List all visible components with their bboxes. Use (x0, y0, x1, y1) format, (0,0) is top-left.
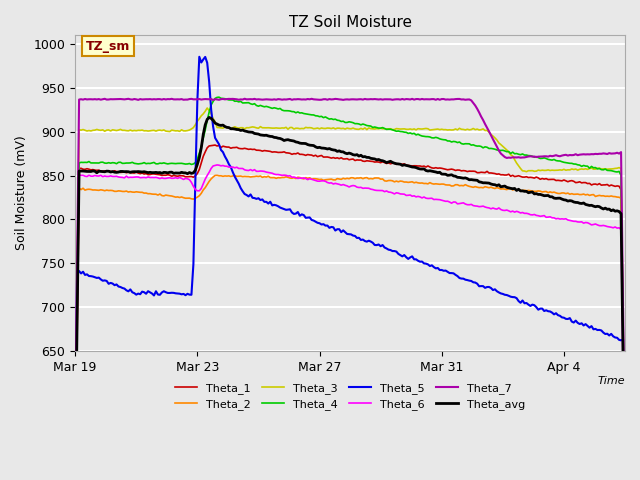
Legend: Theta_1, Theta_2, Theta_3, Theta_4, Theta_5, Theta_6, Theta_7, Theta_avg: Theta_1, Theta_2, Theta_3, Theta_4, Thet… (170, 378, 529, 415)
Title: TZ Soil Moisture: TZ Soil Moisture (289, 15, 412, 30)
Text: TZ_sm: TZ_sm (86, 39, 131, 52)
Text: Time: Time (597, 376, 625, 386)
Y-axis label: Soil Moisture (mV): Soil Moisture (mV) (15, 136, 28, 251)
